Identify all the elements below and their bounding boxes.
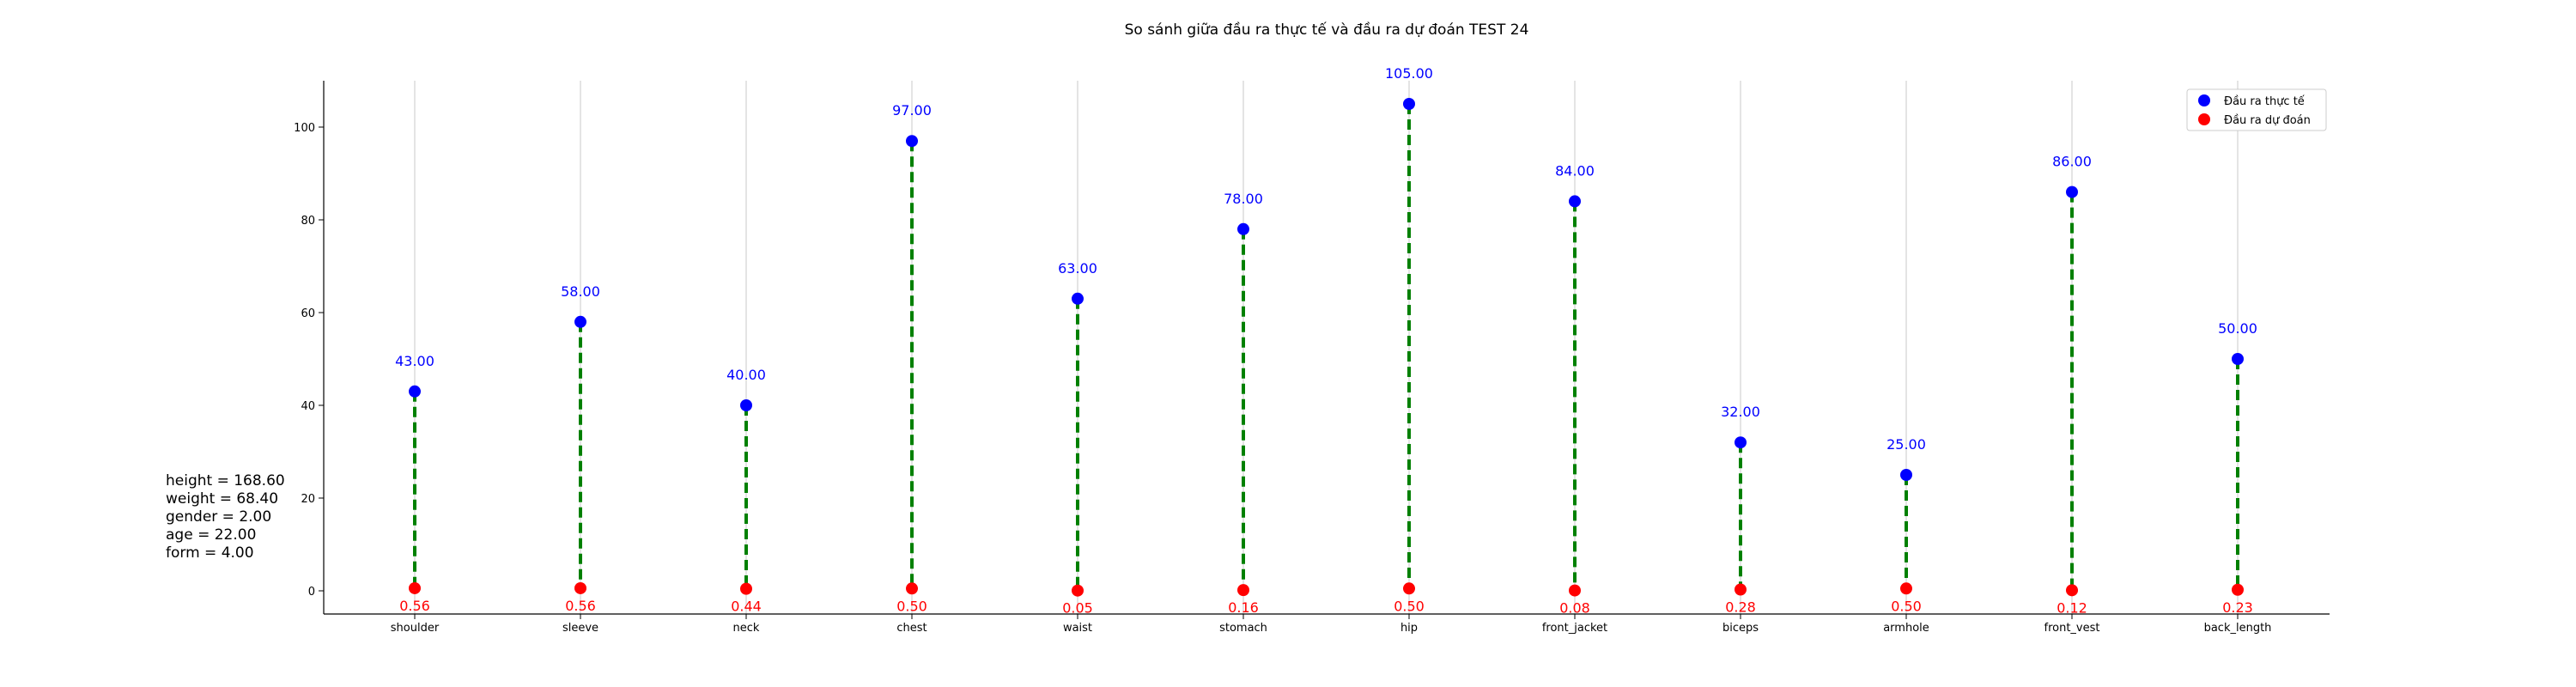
predicted-point (1735, 583, 1747, 596)
predicted-point (1569, 584, 1581, 597)
legend: Đầu ra thực tế Đầu ra dự đoán (2186, 88, 2327, 131)
predicted-point (409, 581, 421, 594)
info-line: weight = 68.40 (166, 490, 278, 508)
x-tick-label: shoulder (391, 622, 440, 635)
info-line: height = 168.60 (166, 472, 285, 489)
actual-value-label: 50.00 (2218, 320, 2257, 337)
legend-marker-predicted (2198, 113, 2210, 125)
actual-point (1900, 469, 1912, 481)
x-tick-label: back_length (2204, 622, 2272, 635)
x-tick-label: stomach (1219, 622, 1267, 635)
actual-value-label: 32.00 (1721, 404, 1760, 420)
predicted-value-label: 0.50 (896, 598, 927, 614)
actual-point (1569, 195, 1581, 208)
x-tick-label: chest (896, 622, 927, 635)
actual-value-label: 25.00 (1886, 436, 1926, 453)
legend-label-actual: Đầu ra thực tế (2224, 95, 2305, 108)
predicted-value-label: 0.05 (1062, 600, 1093, 617)
info-line: gender = 2.00 (166, 508, 271, 526)
actual-value-label: 43.00 (395, 353, 434, 369)
x-tick-label: sleeve (562, 622, 598, 635)
label-layer: 43.00 0.56 58.00 0.56 40.00 0.44 97.00 0.50 63.0… (395, 65, 2257, 617)
legend-frame (2186, 88, 2327, 131)
predicted-point (2066, 584, 2078, 597)
actual-value-label: 63.00 (1058, 260, 1097, 277)
predicted-value-label: 0.08 (1559, 600, 1590, 617)
y-tick-label: 0 (308, 586, 315, 599)
actual-value-label: 58.00 (561, 283, 600, 300)
predicted-point (574, 581, 586, 594)
actual-point (1072, 292, 1084, 305)
actual-value-label: 78.00 (1224, 191, 1263, 207)
grid-layer (414, 81, 2239, 614)
actual-value-label: 105.00 (1385, 65, 1433, 82)
actual-point (740, 399, 752, 411)
predicted-value-label: 0.56 (399, 598, 430, 614)
predicted-value-label: 0.50 (1891, 598, 1922, 614)
axes-layer: 0 20 40 60 80 100 shoulder sleeve neck chest waist… (294, 81, 2330, 635)
x-tick-label: neck (733, 622, 760, 635)
actual-value-label: 84.00 (1555, 162, 1595, 179)
actual-value-label: 86.00 (2052, 154, 2092, 170)
predicted-value-label: 0.50 (1394, 598, 1425, 614)
info-box: height = 168.60 weight = 68.40 gender = … (166, 472, 285, 562)
predicted-value-label: 0.56 (565, 598, 596, 614)
predicted-value-label: 0.44 (731, 599, 762, 615)
actual-point (574, 315, 586, 328)
predicted-value-label: 0.16 (1228, 599, 1259, 616)
actual-point (1403, 98, 1415, 110)
actual-point (409, 385, 421, 398)
point-layer (409, 98, 2244, 597)
actual-value-label: 40.00 (726, 367, 766, 383)
y-tick-label: 100 (294, 122, 315, 135)
y-tick-label: 20 (301, 493, 315, 506)
predicted-point (1237, 584, 1249, 597)
legend-label-predicted: Đầu ra dự đoán (2224, 114, 2311, 127)
info-line: form = 4.00 (166, 544, 254, 562)
connector-layer (413, 104, 2239, 591)
predicted-point (2232, 583, 2244, 596)
predicted-point (740, 582, 752, 595)
predicted-point (906, 582, 918, 595)
legend-marker-actual (2198, 94, 2210, 106)
predicted-value-label: 0.23 (2222, 599, 2253, 616)
x-tick-label: waist (1063, 622, 1092, 635)
chart-title: So sánh giữa đầu ra thực tế và đầu ra dự… (1125, 21, 1529, 39)
predicted-point (1072, 584, 1084, 597)
predicted-point (1403, 582, 1415, 595)
x-tick-label: front_jacket (1542, 622, 1607, 635)
y-tick-label: 40 (301, 400, 315, 413)
predicted-value-label: 0.12 (2057, 599, 2087, 616)
predicted-value-label: 0.28 (1725, 599, 1756, 615)
x-tick-label: front_vest (2044, 622, 2100, 635)
info-line: age = 22.00 (166, 526, 256, 544)
actual-point (906, 135, 918, 148)
x-tick-label: armhole (1883, 622, 1929, 635)
y-tick-label: 80 (301, 215, 315, 228)
actual-point (2232, 353, 2244, 365)
predicted-point (1900, 582, 1912, 595)
y-tick-label: 60 (301, 307, 315, 320)
actual-point (1735, 436, 1747, 449)
actual-value-label: 97.00 (892, 102, 932, 119)
x-tick-label: hip (1400, 622, 1418, 635)
x-tick-label: biceps (1722, 622, 1759, 635)
actual-point (1237, 222, 1249, 235)
actual-point (2066, 185, 2078, 198)
